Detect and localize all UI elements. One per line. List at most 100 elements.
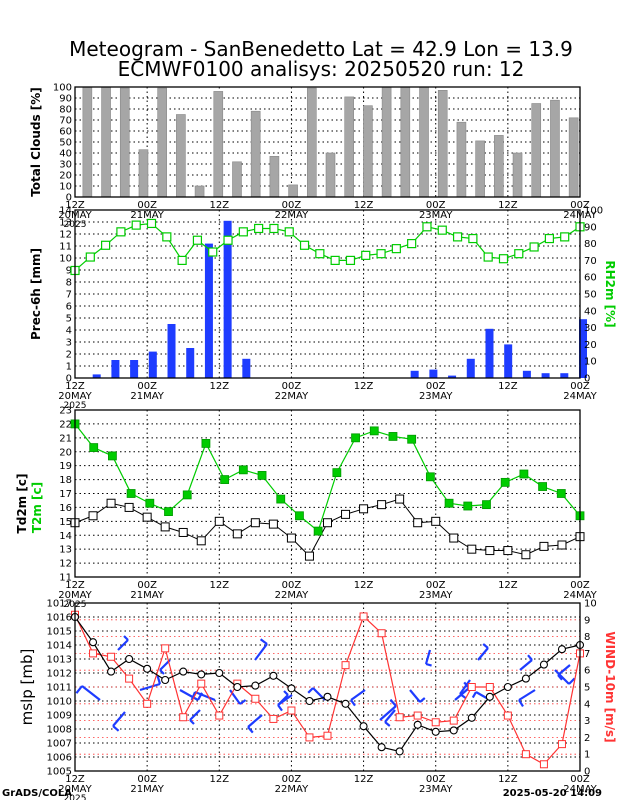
y-tick-label-right: 10 — [584, 599, 597, 610]
wind-barb-flag — [283, 690, 289, 696]
td2m-marker — [557, 540, 567, 550]
rh-marker — [131, 220, 141, 230]
y-tick-label: 4 — [66, 326, 72, 337]
cloud-bar — [101, 86, 111, 198]
precip-bar — [522, 370, 531, 378]
x-tick-label: 00Z — [426, 200, 446, 211]
y-tick-label: 0 — [66, 193, 72, 204]
y-tick-label-right: 0 — [584, 767, 590, 778]
t2m-marker — [295, 511, 304, 521]
rh-marker — [101, 240, 111, 250]
mslp-marker — [269, 671, 278, 680]
precip-bar — [504, 344, 513, 378]
rh-marker — [269, 223, 279, 234]
wind-barb-flag — [239, 699, 247, 705]
td2m-marker — [268, 519, 278, 529]
x-tick-label: 00Z — [570, 381, 590, 392]
y-tick-label: 1007 — [47, 739, 72, 750]
cloud-bar — [381, 86, 392, 198]
y-tick-label: 11 — [59, 573, 72, 584]
panel-temperature: 1112131415161718192021222312Z20MAY00Z21M… — [15, 406, 598, 611]
x-date-label: 23MAY — [419, 590, 453, 601]
y-tick-label: 0 — [66, 374, 72, 385]
mslp-marker — [143, 664, 152, 673]
y-tick-label-right: 8 — [584, 632, 590, 643]
rh-marker — [116, 227, 126, 237]
rh-marker — [146, 218, 157, 229]
td2m-marker — [232, 529, 242, 539]
td2m-marker — [521, 550, 531, 560]
y-tick-label-right: 6 — [584, 666, 590, 677]
y-tick-label: 80 — [59, 105, 72, 116]
wind-barb — [254, 643, 268, 661]
wind-marker — [539, 760, 548, 769]
plot-border — [74, 209, 581, 379]
rh-marker — [85, 252, 95, 262]
wind-marker — [125, 674, 134, 683]
wind-barb — [81, 685, 101, 701]
y-tick-label-right: 90 — [584, 222, 597, 233]
y-axis-label-right: WIND-10m [m/s] — [603, 631, 617, 742]
y-tick-label-right: 2 — [584, 733, 590, 744]
plot-border — [74, 86, 581, 198]
x-tick-label: 12Z — [354, 200, 374, 211]
plot-border — [74, 409, 581, 578]
y-tick-label-right: 30 — [584, 323, 597, 334]
x-tick-label: 00Z — [137, 580, 157, 591]
mslp-marker — [503, 682, 512, 692]
y-tick-label: 1011 — [47, 683, 72, 694]
rh-marker — [529, 242, 539, 252]
y-tick-label: 60 — [59, 127, 72, 138]
precip-bar — [466, 358, 475, 378]
y-tick-label: 9 — [66, 266, 72, 277]
t2m-marker — [145, 498, 155, 508]
wind-barb-flag — [277, 704, 283, 712]
cloud-bar — [194, 185, 205, 198]
wind-barb — [409, 689, 421, 703]
precip-bar — [485, 328, 494, 378]
t2m-marker — [276, 494, 286, 504]
wind-marker — [557, 740, 566, 749]
wind-marker — [89, 649, 98, 658]
precip-bar — [167, 324, 176, 378]
y-tick-label: 7 — [66, 290, 72, 301]
precip-bar — [410, 370, 419, 378]
x-tick-label: 12Z — [498, 381, 518, 392]
y-tick-label: 13 — [59, 218, 72, 229]
wind-barb-flag — [419, 697, 426, 703]
footer-left: GrADS/COLA — [2, 788, 72, 799]
rh-marker — [422, 222, 432, 232]
x-tick-label: 00Z — [570, 580, 590, 591]
wind-barb-flag — [471, 691, 477, 699]
wind-barb — [350, 689, 366, 701]
x-tick-label: 12Z — [65, 580, 85, 591]
y-tick-label: 19 — [59, 461, 72, 472]
x-tick-label: 00Z — [426, 580, 446, 591]
y-tick-label: 12 — [59, 230, 72, 241]
wind-barb-flag — [568, 677, 576, 685]
y-tick-label: 50 — [59, 138, 72, 149]
y-tick-label: 1010 — [47, 697, 72, 708]
wind-barb-flag — [307, 687, 314, 694]
x-tick-label: 12Z — [209, 200, 229, 211]
chart-panels: 010203040506070809010012Z20MAY00Z21MAY12… — [15, 83, 617, 800]
mslp-line — [74, 616, 581, 753]
y-tick-label-right: 7 — [584, 649, 590, 660]
chart-title-line1: Meteogram - SanBenedetto Lat = 42.9 Lon … — [69, 37, 573, 61]
wind-barb-flag — [189, 719, 195, 725]
x-date-label: 24MAY — [563, 391, 597, 402]
y-tick-label-right: 70 — [584, 256, 597, 267]
y-tick-label: 15 — [59, 517, 72, 528]
t2m-marker — [407, 434, 417, 444]
t2m-marker — [332, 468, 342, 478]
mslp-marker — [521, 674, 530, 683]
wind-marker — [359, 612, 368, 621]
cloud-bar — [82, 86, 93, 198]
footer-right: 2025-05-20 14:09 — [503, 788, 602, 799]
rh-marker — [284, 227, 294, 237]
wind-marker — [449, 716, 458, 725]
wind-barb — [518, 689, 536, 701]
y-tick-label: 1 — [66, 362, 72, 373]
cloud-bar — [550, 99, 560, 198]
